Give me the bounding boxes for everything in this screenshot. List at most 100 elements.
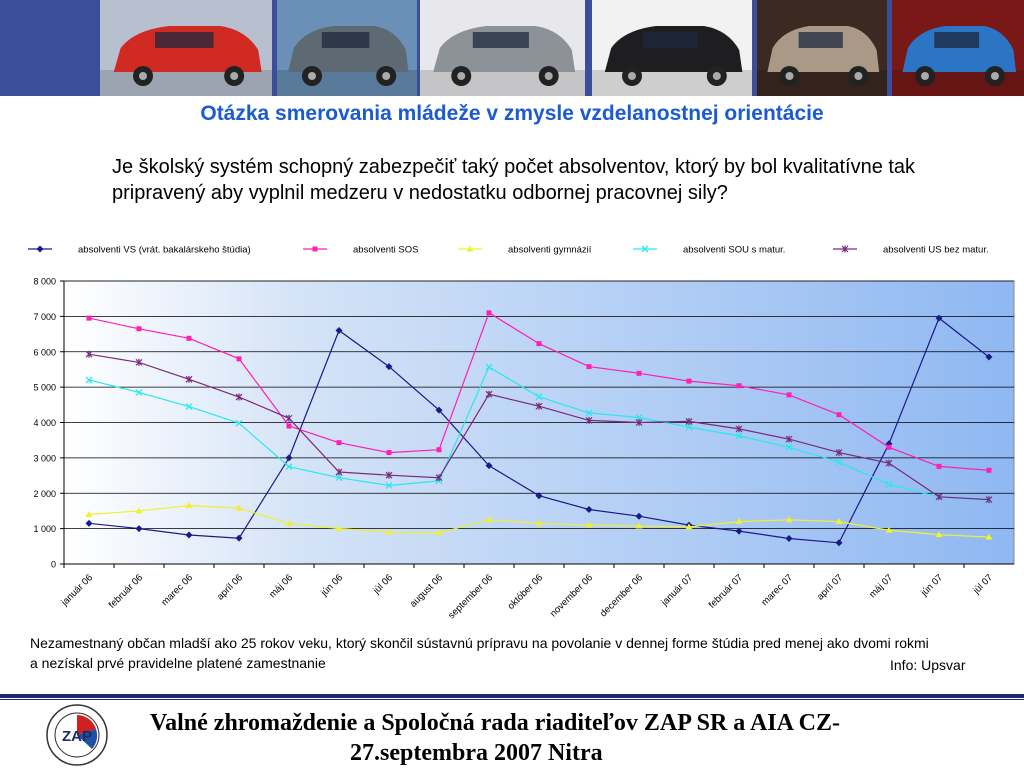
- data-point-s4: [635, 414, 643, 422]
- data-point-s4: [335, 474, 343, 482]
- slide-title: Otázka smerovania mládeže v zmysle vzdel…: [200, 102, 824, 125]
- y-tick-label: 7 000: [33, 312, 56, 322]
- data-point-s4: [885, 480, 893, 488]
- data-point-s2: [136, 326, 142, 332]
- data-point-s5: [535, 402, 543, 410]
- legend-label: absolventi gymnázií: [508, 245, 592, 256]
- y-tick-label: 1 000: [33, 524, 56, 534]
- car-photo-5: [757, 0, 887, 96]
- data-point-s2: [636, 370, 642, 376]
- x-tick-label: január 06: [59, 572, 96, 609]
- data-point-s5: [185, 375, 193, 383]
- data-point-s2: [536, 341, 542, 347]
- car-photo-1: [100, 0, 272, 96]
- legend-marker: [36, 245, 44, 253]
- data-point-s5: [685, 417, 693, 425]
- data-point-s3: [135, 507, 143, 514]
- legend-marker: [466, 245, 474, 252]
- data-point-s3: [835, 518, 843, 525]
- x-tick-label: január 07: [659, 572, 696, 609]
- x-tick-label: jún 07: [918, 572, 945, 599]
- data-point-s3: [935, 531, 943, 538]
- car-photo-6: [892, 0, 1024, 96]
- legend-label: absolventi SOU s matur.: [683, 245, 785, 256]
- y-tick-label: 4 000: [33, 418, 56, 428]
- data-point-s1: [785, 535, 793, 543]
- footer-text: Valné zhromaždenie a Spoločná rada riadi…: [150, 708, 1010, 768]
- footer-line-1: Valné zhromaždenie a Spoločná rada riadi…: [150, 710, 840, 736]
- car-photo-2: [277, 0, 417, 96]
- x-tick-label: júl 07: [971, 572, 996, 597]
- x-tick-label: február 07: [707, 572, 745, 610]
- data-point-s1: [335, 327, 343, 335]
- data-point-s1: [535, 492, 543, 500]
- data-point-s2: [736, 383, 742, 389]
- definition-note: Nezamestnaný občan mladší ako 25 rokov v…: [30, 635, 929, 671]
- legend-label: absolventi US bez matur.: [883, 245, 989, 256]
- x-tick-label: február 06: [107, 572, 145, 610]
- data-point-s4: [185, 403, 193, 411]
- data-point-s3: [635, 522, 643, 529]
- data-point-s2: [836, 412, 842, 418]
- data-point-s1: [985, 353, 993, 361]
- data-point-s3: [285, 519, 293, 526]
- x-tick-label: november 06: [548, 572, 595, 619]
- data-point-s5: [485, 390, 493, 398]
- data-point-s2: [986, 467, 992, 473]
- x-tick-label: máj 07: [867, 572, 895, 600]
- data-point-s2: [686, 378, 692, 384]
- data-point-s3: [885, 526, 893, 533]
- data-point-s2: [586, 364, 592, 370]
- legend-marker: [641, 245, 649, 253]
- question-text: Je školský systém schopný zabezpečiť tak…: [112, 156, 916, 204]
- y-tick-label: 8 000: [33, 277, 56, 287]
- x-tick-label: september 06: [446, 572, 495, 621]
- footer-rule: [0, 694, 1024, 698]
- logo-text: ZAP: [62, 728, 92, 745]
- data-point-s4: [535, 393, 543, 401]
- data-point-s3: [785, 516, 793, 523]
- x-tick-label: marec 06: [159, 572, 195, 608]
- data-point-s4: [285, 463, 293, 471]
- data-point-s5: [785, 435, 793, 443]
- legend-marker: [841, 245, 849, 253]
- data-point-s1: [485, 462, 493, 470]
- data-point-s1: [235, 534, 243, 542]
- data-point-s4: [385, 482, 393, 489]
- data-point-s5: [735, 425, 743, 433]
- data-point-s4: [735, 432, 743, 440]
- x-tick-label: marec 07: [759, 572, 795, 608]
- car-photo-3: [420, 0, 585, 96]
- data-point-s1: [135, 525, 143, 533]
- data-point-s1: [585, 506, 593, 514]
- data-point-s5: [385, 471, 393, 479]
- data-point-s3: [435, 529, 443, 536]
- car-photo-4: [592, 0, 752, 96]
- data-point-s3: [485, 516, 493, 523]
- data-point-s3: [235, 504, 243, 511]
- data-point-s5: [935, 493, 943, 501]
- x-tick-label: júl 06: [371, 572, 396, 597]
- data-point-s3: [985, 533, 993, 540]
- x-tick-label: december 06: [598, 572, 645, 619]
- data-point-s2: [486, 310, 492, 316]
- x-tick-label: apríl 06: [215, 572, 245, 602]
- data-point-s2: [786, 392, 792, 398]
- y-tick-label: 3 000: [33, 453, 56, 463]
- data-point-s3: [585, 521, 593, 528]
- x-tick-label: jún 06: [318, 572, 345, 599]
- data-point-s4: [685, 423, 693, 431]
- y-tick-label: 2 000: [33, 489, 56, 499]
- data-point-s5: [985, 496, 993, 504]
- data-point-s5: [335, 468, 343, 476]
- data-point-s3: [335, 525, 343, 532]
- data-point-s2: [436, 447, 442, 453]
- data-point-s2: [236, 356, 242, 362]
- data-point-s4: [785, 443, 793, 451]
- y-tick-label: 5 000: [33, 383, 56, 393]
- x-tick-label: apríl 07: [815, 572, 845, 602]
- data-point-s1: [285, 454, 293, 462]
- photo-banner: [0, 0, 1024, 96]
- data-point-s3: [185, 502, 193, 509]
- data-point-s2: [286, 423, 292, 429]
